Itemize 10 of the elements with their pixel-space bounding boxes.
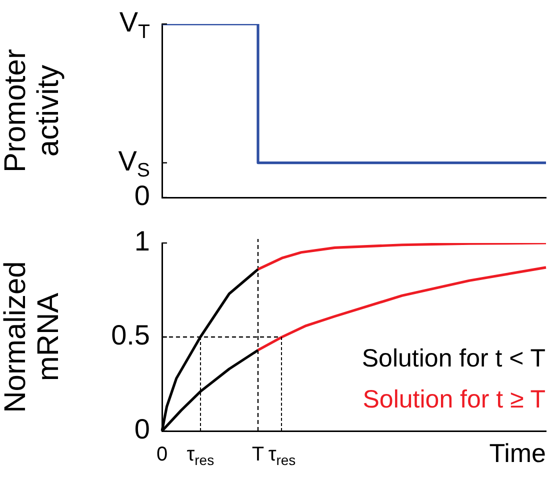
- x-tick-label: T: [252, 444, 264, 466]
- x-axis-title: Time: [489, 438, 546, 468]
- y-axis-title: Normalized mRNA: [0, 261, 65, 413]
- text: Solution for t ≥ T: [362, 385, 546, 414]
- y-tick-label: 0.5: [111, 320, 150, 351]
- y-tick-label: 0: [134, 414, 150, 445]
- y-axis-title: Promoter activity: [0, 49, 65, 172]
- text: Solution for t < T: [362, 344, 546, 372]
- y-tick-label: 1: [134, 226, 150, 257]
- x-tick-label: 0: [156, 444, 168, 466]
